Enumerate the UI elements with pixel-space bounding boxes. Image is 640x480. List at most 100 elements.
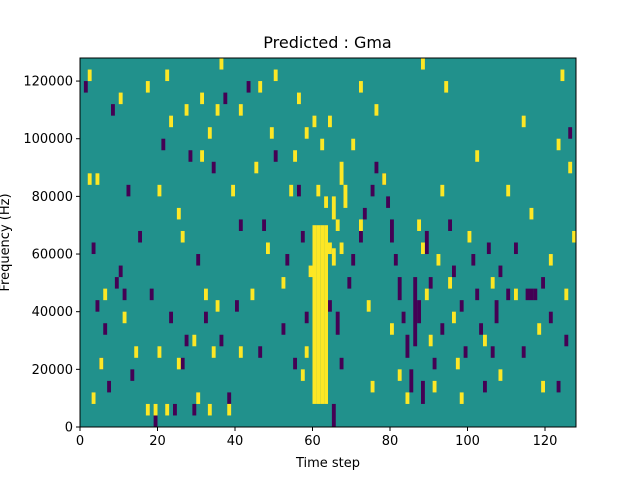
heatmap-cell-low bbox=[463, 346, 468, 358]
heatmap-cell-high bbox=[312, 115, 317, 128]
heatmap-cell-high bbox=[165, 403, 170, 416]
heatmap-cell-high bbox=[351, 138, 356, 151]
heatmap-cell-low bbox=[238, 219, 243, 231]
heatmap-cell-high bbox=[153, 403, 158, 416]
heatmap-cell-high bbox=[506, 184, 511, 197]
heatmap-cell-high bbox=[339, 242, 344, 255]
heatmap-cell-low bbox=[533, 288, 538, 301]
heatmap-cell-high bbox=[324, 225, 329, 404]
heatmap-cell-high bbox=[145, 403, 150, 416]
heatmap-cell-low bbox=[471, 254, 476, 266]
heatmap-cell-low bbox=[184, 334, 189, 347]
heatmap-cell-high bbox=[382, 173, 387, 185]
heatmap-cell-high bbox=[331, 196, 336, 220]
plot-area bbox=[80, 58, 577, 427]
heatmap-cell-low bbox=[95, 300, 100, 312]
heatmap-cell-high bbox=[250, 288, 255, 301]
heatmap-cell-low bbox=[440, 323, 445, 335]
heatmap-cell-low bbox=[432, 357, 437, 370]
heatmap-cell-low bbox=[428, 277, 433, 289]
heatmap-cell-low bbox=[235, 300, 239, 312]
heatmap-cell-low bbox=[374, 161, 379, 174]
heatmap-cell-high bbox=[269, 127, 274, 139]
x-tick-label: 0 bbox=[76, 434, 84, 449]
heatmap-cell-high bbox=[118, 92, 123, 105]
heatmap-cell-high bbox=[266, 242, 270, 255]
heatmap-cell-low bbox=[273, 150, 278, 162]
heatmap-cell-high bbox=[564, 288, 569, 301]
heatmap-cell-high bbox=[165, 69, 170, 82]
heatmap-cell-low bbox=[548, 311, 553, 324]
heatmap-cell-high bbox=[176, 207, 181, 220]
heatmap-cell-low bbox=[161, 138, 166, 151]
heatmap-cell-high bbox=[238, 104, 243, 116]
heatmap-cell-high bbox=[200, 92, 205, 105]
heatmap-cell-high bbox=[289, 184, 294, 197]
heatmap-cell-high bbox=[304, 346, 309, 358]
heatmap-cell-low bbox=[359, 230, 363, 243]
y-tick-label: 120000 bbox=[23, 75, 73, 90]
heatmap-cell-high bbox=[231, 184, 236, 197]
heatmap-cell-high bbox=[467, 230, 472, 243]
heatmap-cell-low bbox=[494, 300, 499, 324]
heatmap-cell-high bbox=[483, 334, 487, 347]
heatmap-cell-high bbox=[91, 392, 96, 404]
chart-title: Predicted : Gma bbox=[263, 33, 391, 52]
heatmap-cell-low bbox=[413, 277, 418, 347]
heatmap-cell-high bbox=[87, 173, 92, 185]
x-tick-label: 20 bbox=[149, 434, 166, 449]
heatmap-cell-low bbox=[300, 230, 305, 243]
heatmap-cell-high bbox=[258, 81, 263, 93]
heatmap-cell-low bbox=[262, 219, 267, 231]
heatmap-cell-high bbox=[339, 161, 344, 185]
heatmap-cell-low bbox=[514, 242, 518, 255]
x-tick-label: 100 bbox=[455, 434, 480, 449]
heatmap-cell-low bbox=[370, 184, 375, 197]
heatmap-cell-high bbox=[459, 392, 464, 404]
heatmap-cell-high bbox=[200, 150, 205, 162]
heatmap-cell-high bbox=[421, 242, 425, 255]
heatmap-cell-high bbox=[254, 161, 259, 174]
heatmap-cell-low bbox=[153, 415, 158, 427]
heatmap-cell-low bbox=[130, 369, 135, 381]
heatmap-cell-low bbox=[483, 380, 487, 393]
heatmap-cell-low bbox=[83, 81, 88, 93]
heatmap-cell-high bbox=[211, 346, 216, 358]
heatmap-cell-low bbox=[521, 346, 526, 358]
heatmap-cell-low bbox=[351, 254, 356, 266]
heatmap-cell-high bbox=[366, 300, 371, 312]
plot-frame bbox=[79, 57, 577, 428]
heatmap-cell-low bbox=[390, 219, 394, 243]
heatmap-cell-high bbox=[169, 115, 174, 128]
heatmap-cell-low bbox=[107, 380, 112, 393]
heatmap-cell-high bbox=[297, 92, 301, 105]
heatmap-cell-low bbox=[180, 357, 185, 370]
heatmap-cell-low bbox=[424, 230, 429, 255]
heatmap-cell-high bbox=[498, 369, 503, 381]
heatmap-cell-low bbox=[335, 311, 340, 335]
heatmap-cell-high bbox=[405, 392, 410, 404]
heatmap-cell-high bbox=[312, 225, 317, 404]
heatmap-cell-low bbox=[486, 242, 491, 255]
heatmap-cell-low bbox=[188, 150, 193, 162]
heatmap-cell-low bbox=[417, 300, 422, 324]
heatmap-cell-high bbox=[238, 346, 243, 358]
heatmap-cell-low bbox=[281, 323, 286, 335]
heatmap-cell-low bbox=[219, 334, 224, 347]
heatmap-cell-low bbox=[386, 196, 391, 208]
heatmap-cell-low bbox=[490, 346, 495, 358]
heatmap-cell-low bbox=[192, 403, 197, 416]
heatmap-cell-low bbox=[498, 265, 503, 278]
heatmap-cell-high bbox=[293, 150, 298, 162]
heatmap-cell-high bbox=[207, 127, 212, 139]
y-tick-label: 20000 bbox=[32, 363, 73, 378]
heatmap-cell-high bbox=[572, 230, 577, 243]
heatmap-cell-low bbox=[285, 254, 290, 266]
heatmap-cell-low bbox=[258, 346, 263, 358]
heatmap-cell-high bbox=[521, 115, 526, 128]
x-tick-label: 120 bbox=[533, 434, 558, 449]
x-axis-title: Time step bbox=[295, 456, 360, 471]
heatmap-cell-low bbox=[564, 334, 569, 347]
heatmap-cell-low bbox=[397, 277, 402, 301]
